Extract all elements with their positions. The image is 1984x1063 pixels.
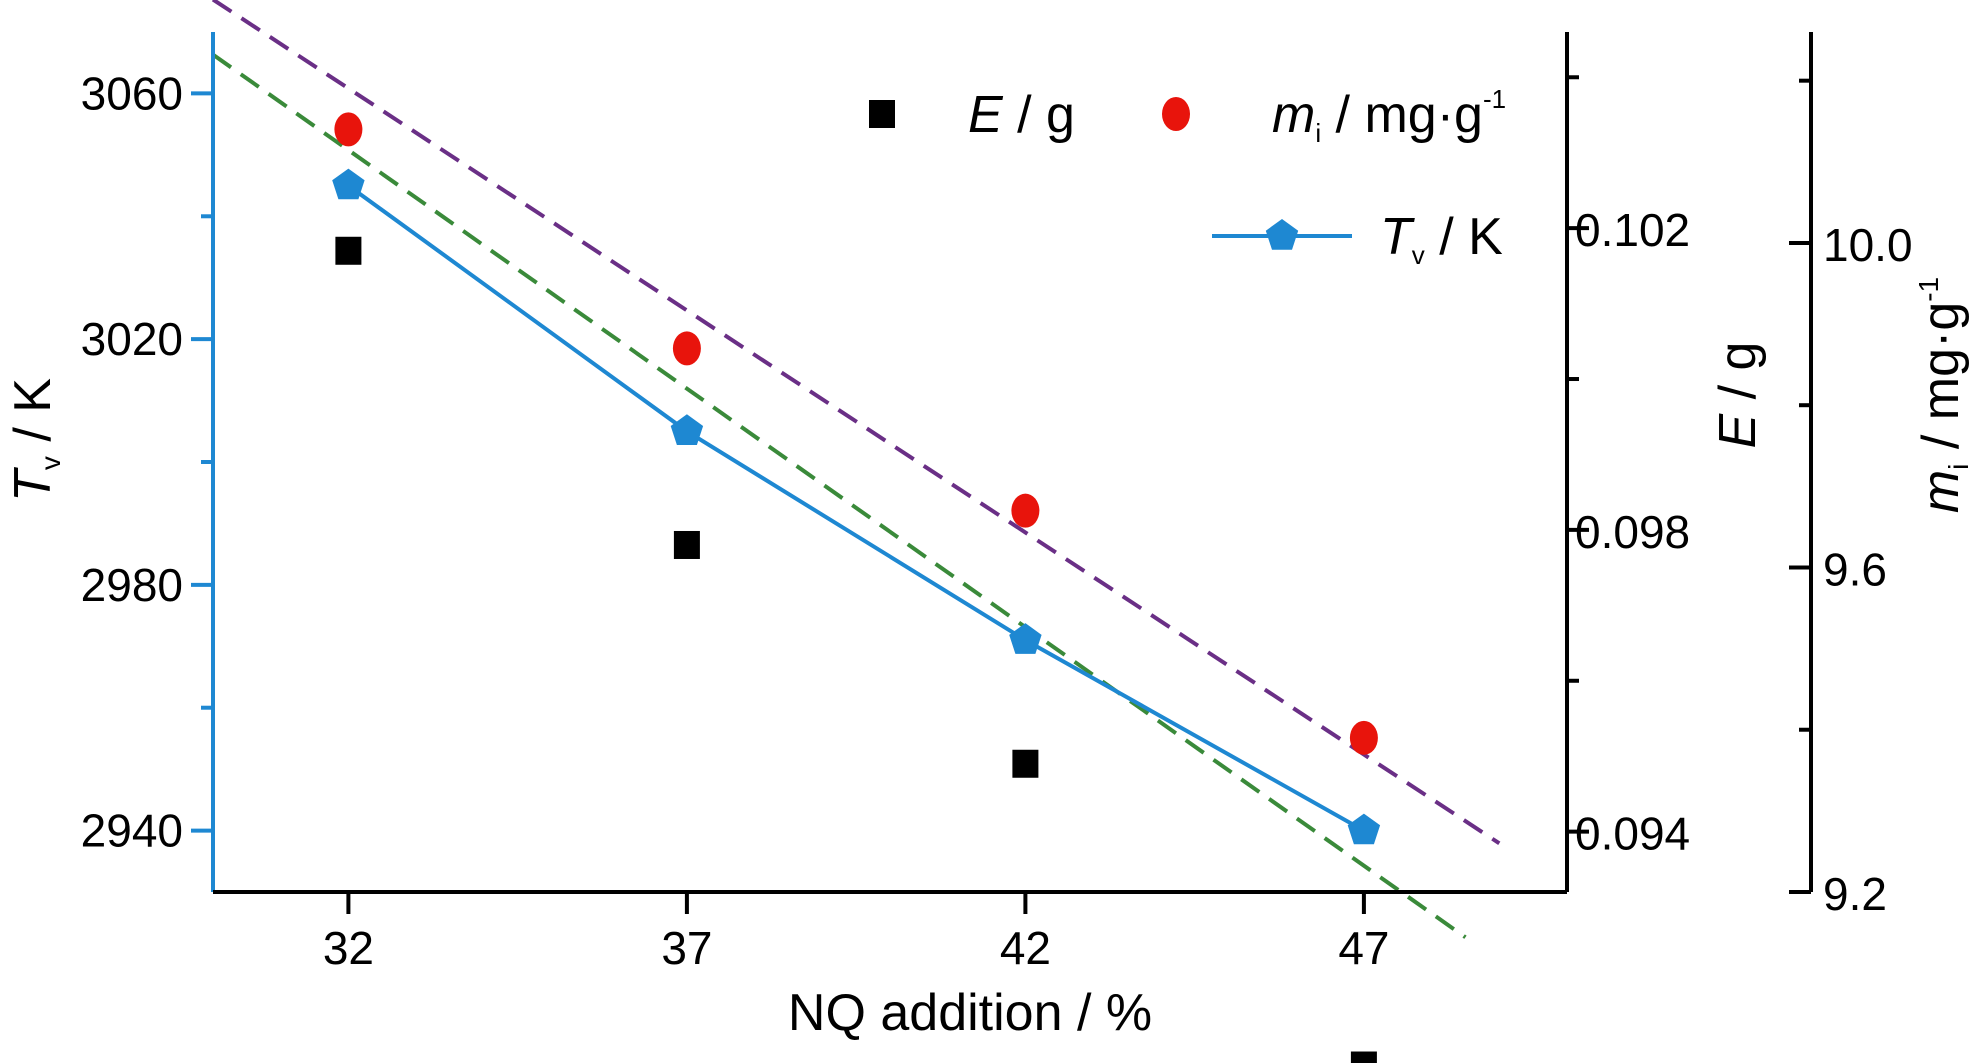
x-tick-label: 47 bbox=[1338, 922, 1389, 974]
fit-line-0 bbox=[211, 52, 1467, 939]
x-tick-label: 32 bbox=[323, 922, 374, 974]
x-axis-title: NQ addition / % bbox=[788, 984, 1152, 1042]
left-tick-label: 3020 bbox=[81, 313, 183, 365]
data-point-square bbox=[335, 236, 362, 265]
legend-label-main: T bbox=[1380, 208, 1415, 266]
legend-label: mi / mg·g-1 bbox=[1272, 84, 1506, 148]
right-tick-label: 0.102 bbox=[1575, 204, 1690, 256]
right-tick-label: 0.094 bbox=[1575, 808, 1690, 860]
left-tick-label: 2940 bbox=[81, 805, 183, 857]
x-tick-label: 42 bbox=[1000, 922, 1051, 974]
data-point-pentagon bbox=[1009, 623, 1042, 654]
right-axis-title-main: E bbox=[1709, 412, 1767, 448]
second-right-axis-title-main: m bbox=[1912, 470, 1970, 513]
series-layer bbox=[332, 112, 1381, 1063]
legend-item-0: E / g bbox=[869, 86, 1075, 144]
second-right-tick-label: 9.2 bbox=[1823, 868, 1887, 920]
legend-item-1: mi / mg·g-1 bbox=[1162, 84, 1506, 148]
legend-label-sub: v bbox=[1412, 240, 1425, 270]
legend-label-sub: i bbox=[1315, 118, 1321, 148]
axis-titles: NQ addition / % Tv / K E / g mi / mg·g-1 bbox=[4, 277, 1974, 1042]
left-axis-title-rest: / K bbox=[4, 378, 62, 456]
legend-label: E / g bbox=[968, 86, 1075, 144]
axes-layer bbox=[191, 32, 1813, 914]
second-right-axis-title-sub: i bbox=[1943, 464, 1974, 470]
data-point-circle bbox=[1349, 720, 1378, 755]
fit-lines bbox=[211, 0, 1501, 939]
tick-labels: 32 37 42 47 2940 2980 3020 3060 0.094 0.098 0.102 9… bbox=[81, 67, 1913, 974]
right-axis-title-rest: / g bbox=[1709, 342, 1767, 414]
left-tick-label: 3060 bbox=[81, 67, 183, 119]
legend-label-main: m bbox=[1272, 86, 1315, 144]
left-axis-title-main: T bbox=[4, 467, 62, 502]
legend-label-sup: -1 bbox=[1483, 84, 1506, 114]
legend-marker-square bbox=[869, 100, 895, 128]
data-point-square bbox=[673, 530, 700, 559]
second-right-tick-label: 10.0 bbox=[1823, 219, 1913, 271]
second-right-axis-title-rest: / mg·g bbox=[1912, 302, 1970, 464]
data-point-pentagon bbox=[670, 414, 704, 445]
fit-line-1 bbox=[211, 0, 1501, 845]
legend-label-rest: / mg·g bbox=[1321, 86, 1483, 144]
legend-marker-circle bbox=[1162, 97, 1190, 131]
left-axis-title-sub: v bbox=[35, 456, 66, 470]
legend-label-rest: / g bbox=[1003, 86, 1075, 144]
data-point-square bbox=[1012, 749, 1039, 778]
left-tick-label: 2980 bbox=[81, 559, 183, 611]
legend-item-2: Tv / K bbox=[1212, 208, 1503, 270]
legend-label-rest: / K bbox=[1425, 208, 1503, 266]
data-point-pentagon bbox=[332, 168, 365, 200]
second-right-axis-title-sup: -1 bbox=[1913, 277, 1944, 302]
data-point-pentagon bbox=[1347, 813, 1381, 845]
left-axis-title: Tv / K bbox=[4, 378, 66, 502]
second-right-tick-label: 9.6 bbox=[1823, 543, 1887, 595]
series-line-2 bbox=[347, 183, 1365, 833]
right-axis-title: E / g bbox=[1709, 342, 1767, 449]
legend-label-main: E bbox=[968, 86, 1004, 144]
data-point-circle bbox=[1011, 493, 1040, 528]
data-point-circle bbox=[672, 331, 701, 366]
legend-label: Tv / K bbox=[1380, 208, 1503, 270]
data-point-circle bbox=[334, 112, 363, 147]
x-tick-label: 37 bbox=[661, 922, 712, 974]
legend-marker-pentagon bbox=[1265, 219, 1299, 250]
legend: E / g mi / mg·g-1 Tv / K bbox=[869, 84, 1506, 270]
right-tick-label: 0.098 bbox=[1575, 506, 1690, 558]
second-right-axis-title: mi / mg·g-1 bbox=[1912, 277, 1974, 513]
data-point-square bbox=[1350, 1051, 1377, 1063]
